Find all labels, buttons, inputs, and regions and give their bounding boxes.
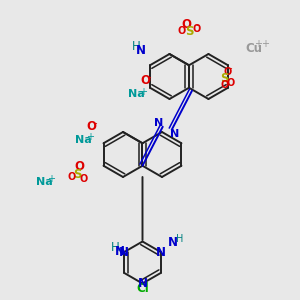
Text: N: N	[137, 277, 148, 290]
Text: S: S	[185, 25, 193, 38]
Text: H: H	[176, 234, 183, 244]
Text: Na: Na	[36, 177, 53, 188]
Text: -: -	[94, 118, 97, 128]
Text: O: O	[177, 26, 186, 37]
Text: +: +	[86, 132, 94, 142]
Text: O: O	[223, 67, 232, 77]
Text: N: N	[119, 245, 129, 259]
Text: O: O	[192, 23, 201, 34]
Text: H: H	[111, 241, 120, 254]
Text: ++: ++	[254, 39, 270, 49]
Text: O: O	[226, 77, 235, 88]
Text: O: O	[181, 17, 191, 31]
Text: N: N	[115, 244, 125, 258]
Text: N: N	[135, 44, 146, 57]
Text: +: +	[47, 174, 55, 184]
Text: -: -	[148, 72, 151, 82]
Text: N: N	[167, 236, 178, 250]
Text: Na: Na	[75, 135, 92, 145]
Text: O: O	[79, 173, 88, 184]
Text: N: N	[170, 129, 179, 139]
Text: O: O	[74, 160, 85, 173]
Text: Na: Na	[128, 89, 145, 100]
Text: O: O	[220, 80, 229, 90]
Text: -: -	[196, 20, 199, 30]
Text: N: N	[156, 245, 166, 259]
Text: H: H	[132, 40, 141, 53]
Text: O: O	[86, 120, 97, 133]
Text: +: +	[140, 86, 147, 97]
Text: -: -	[229, 63, 232, 74]
Text: N: N	[154, 118, 163, 128]
Text: S: S	[73, 167, 82, 181]
Text: O: O	[140, 74, 151, 88]
Text: S: S	[220, 71, 229, 85]
Text: O: O	[68, 172, 76, 182]
Text: Cl: Cl	[136, 282, 149, 295]
Text: Cu: Cu	[245, 41, 262, 55]
